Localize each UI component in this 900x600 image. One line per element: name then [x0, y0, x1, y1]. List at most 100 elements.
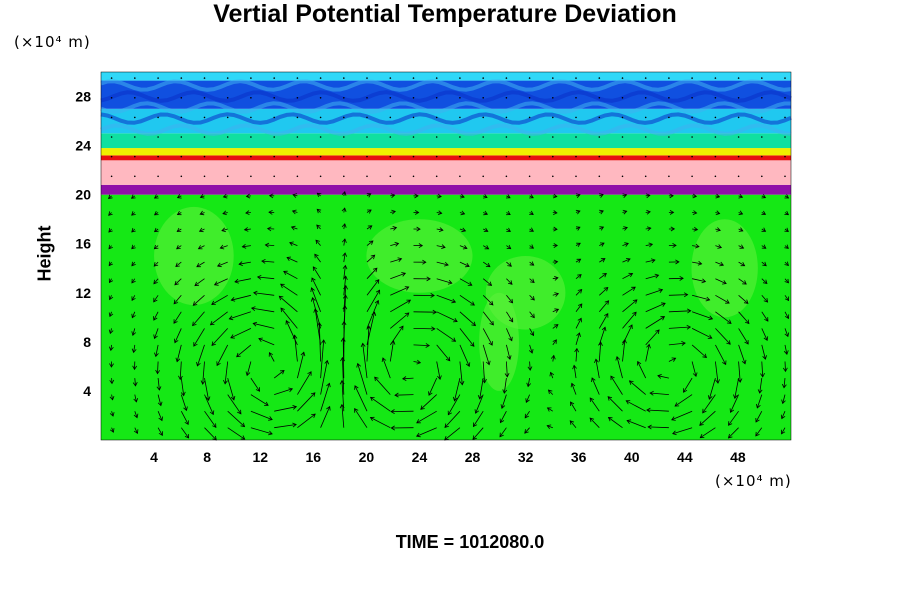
wind-vector-314 — [436, 261, 449, 266]
wind-vector-227 — [506, 311, 514, 323]
wind-vector-head-3 — [184, 433, 190, 439]
wind-vector-103 — [402, 377, 414, 380]
wind-vector-61 — [134, 394, 137, 402]
wind-vector-head-44 — [416, 419, 421, 424]
wind-vector-89 — [782, 394, 786, 404]
wind-vector-211 — [131, 311, 136, 318]
wind-vector-315 — [459, 261, 470, 267]
wind-vector-28 — [755, 427, 763, 437]
wind-vector-153 — [176, 344, 182, 362]
wind-vector-head-126 — [245, 371, 251, 377]
wind-vector-head-125 — [223, 379, 228, 385]
wind-vector-347 — [506, 245, 511, 250]
calm-dot — [552, 155, 554, 158]
calm-dot — [575, 175, 577, 178]
wind-vector-237 — [738, 311, 750, 324]
wind-vector-head-365 — [221, 227, 226, 233]
wind-vector-285 — [459, 278, 472, 286]
wind-vector-head-7 — [292, 422, 297, 428]
calm-dot — [784, 116, 786, 119]
wind-vector-31 — [134, 411, 138, 418]
calm-dot — [552, 97, 554, 99]
wind-vector-head-211 — [131, 313, 136, 319]
x-tick-label-36: 36 — [571, 449, 587, 465]
calm-dot — [528, 116, 531, 119]
wind-vector-head-243 — [173, 299, 179, 305]
wind-vector-head-96 — [255, 387, 261, 392]
calm-dot — [528, 175, 531, 178]
wind-vector-101 — [362, 343, 368, 379]
wind-vector-281 — [366, 267, 378, 279]
calm-dot — [226, 155, 229, 158]
wind-vector-head-111 — [594, 358, 599, 364]
wind-vector-107 — [503, 378, 507, 394]
wind-vector-head-390 — [108, 211, 113, 216]
wind-vector-head-42 — [369, 396, 375, 402]
wind-vector-327 — [738, 261, 745, 267]
calm-dot — [250, 155, 252, 158]
wind-vector-head-72 — [374, 376, 379, 382]
calm-dot — [784, 136, 786, 138]
wind-vector-325 — [692, 261, 702, 265]
wind-vector-head-370 — [341, 223, 347, 228]
wind-vector-182 — [154, 328, 159, 339]
wind-vector-head-412 — [622, 209, 628, 215]
wind-vector-282 — [390, 272, 406, 280]
wind-vector-62 — [157, 394, 162, 406]
color-band-1 — [101, 184, 791, 195]
calm-dot — [714, 116, 717, 119]
wind-vector-22 — [608, 417, 623, 429]
wind-vector-9 — [320, 406, 331, 428]
wind-vector-head-153 — [175, 357, 181, 363]
wind-vector-head-83 — [628, 380, 634, 385]
calm-dot — [134, 77, 136, 79]
wind-vector-216 — [229, 311, 252, 320]
wind-vector-head-230 — [577, 303, 583, 309]
wind-vector-head-316 — [485, 262, 491, 268]
wind-vector-head-18 — [524, 429, 529, 434]
wind-vector-106 — [479, 378, 484, 399]
wind-vector-head-445 — [692, 193, 698, 199]
wind-vector-head-268 — [763, 298, 769, 303]
wind-vector-371 — [366, 225, 373, 230]
calm-dot — [691, 155, 693, 158]
wind-vector-head-394 — [199, 210, 205, 216]
wind-vector-head-323 — [650, 258, 656, 264]
wind-vector-head-231 — [604, 300, 610, 305]
calm-dot — [389, 155, 392, 158]
calm-dot — [761, 116, 763, 119]
wind-vector-226 — [482, 311, 494, 326]
wind-vector-352 — [622, 243, 629, 246]
calm-dot — [203, 77, 206, 79]
wind-vector-386 — [715, 228, 721, 231]
wind-vector-head-192 — [404, 312, 410, 317]
calm-dot — [343, 77, 345, 79]
wind-vector-105 — [454, 378, 461, 401]
wind-vector-52 — [607, 396, 623, 412]
wind-vector-402 — [390, 211, 396, 213]
calm-dot — [366, 155, 368, 158]
calm-dot — [296, 97, 299, 99]
wind-vector-80 — [571, 383, 577, 395]
wind-vector-head-276 — [234, 278, 239, 284]
wind-vector-head-140 — [574, 347, 580, 353]
x-tick-label-44: 44 — [677, 449, 693, 465]
wind-vector-150 — [110, 344, 112, 351]
wind-vector-head-134 — [437, 375, 442, 380]
wind-vector-head-299 — [784, 278, 789, 284]
wind-vector-head-121 — [132, 365, 138, 371]
wind-vector-196 — [482, 328, 493, 346]
wind-vector-head-195 — [470, 342, 475, 347]
wind-vector-200 — [575, 318, 582, 329]
calm-dot — [110, 175, 113, 178]
wind-vector-head-60 — [109, 395, 115, 401]
wind-vector-head-343 — [418, 243, 424, 249]
wind-vector-head-330 — [108, 244, 113, 250]
wind-vector-head-278 — [283, 270, 288, 276]
wind-vector-252 — [390, 286, 409, 296]
calm-dot — [761, 136, 763, 138]
wind-vector-head-325 — [697, 260, 703, 266]
wind-vector-95 — [227, 377, 235, 401]
calm-dot — [784, 77, 786, 79]
wind-vector-66 — [250, 394, 269, 406]
